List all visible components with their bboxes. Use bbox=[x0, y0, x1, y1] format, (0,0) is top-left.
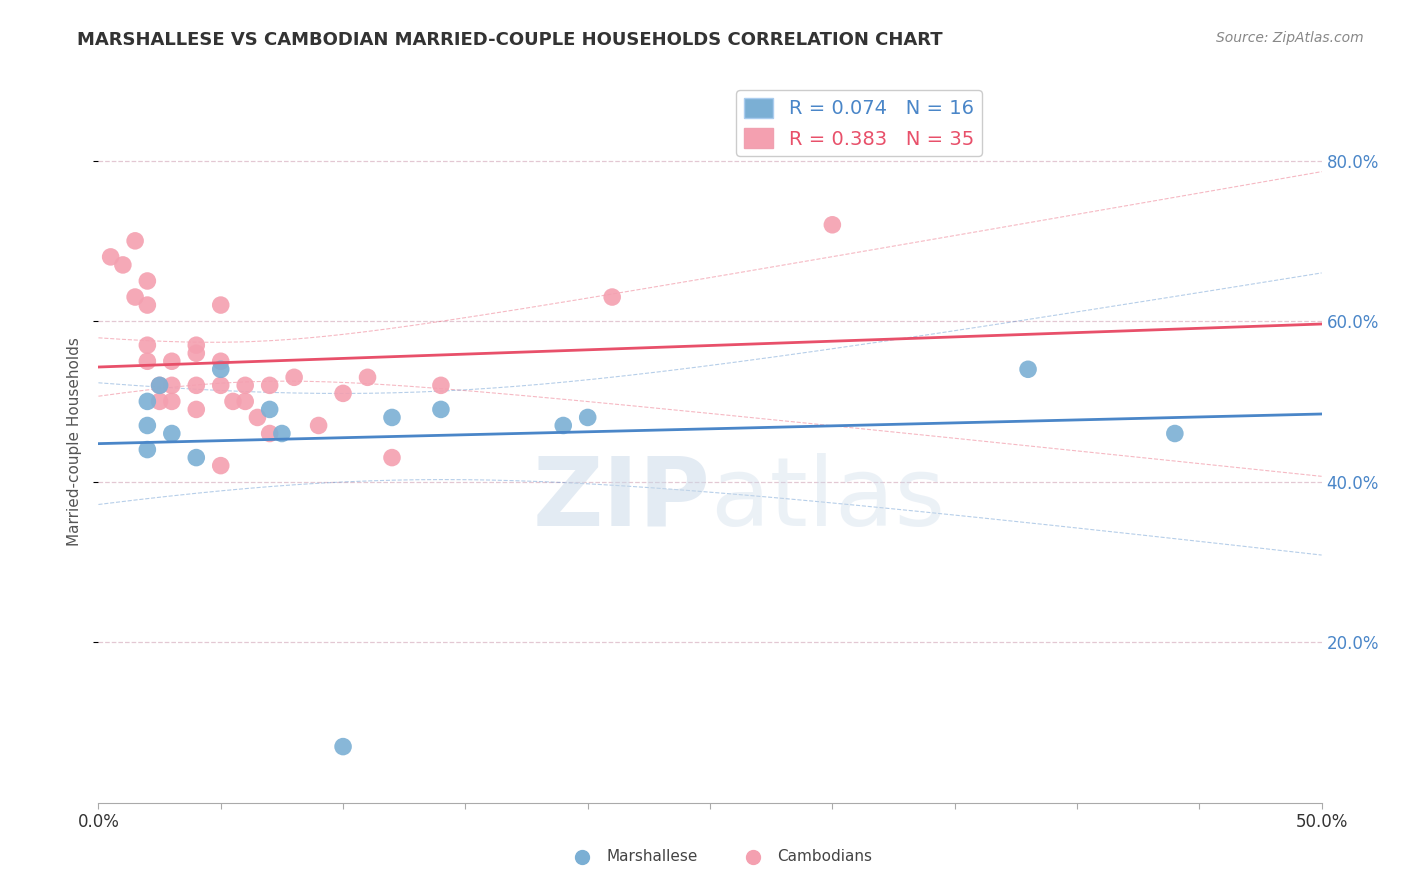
Point bbox=[222, 394, 245, 409]
Point bbox=[259, 402, 281, 417]
Text: ZIP: ZIP bbox=[531, 453, 710, 546]
Point bbox=[259, 426, 281, 441]
Text: MARSHALLESE VS CAMBODIAN MARRIED-COUPLE HOUSEHOLDS CORRELATION CHART: MARSHALLESE VS CAMBODIAN MARRIED-COUPLE … bbox=[77, 31, 943, 49]
Point bbox=[136, 274, 159, 288]
Point bbox=[136, 354, 159, 368]
Point bbox=[209, 354, 232, 368]
Point bbox=[381, 450, 404, 465]
Point bbox=[149, 394, 172, 409]
Point bbox=[270, 426, 294, 441]
Point bbox=[100, 250, 122, 264]
Y-axis label: Married-couple Households: Married-couple Households bbox=[67, 337, 83, 546]
Point bbox=[600, 290, 623, 304]
Text: atlas: atlas bbox=[710, 453, 945, 546]
Point bbox=[136, 442, 159, 457]
Point bbox=[186, 378, 208, 392]
Point bbox=[209, 362, 232, 376]
Text: Cambodians: Cambodians bbox=[778, 849, 872, 864]
Point bbox=[136, 338, 159, 352]
Point bbox=[111, 258, 134, 272]
Text: Marshallese: Marshallese bbox=[606, 849, 697, 864]
Point bbox=[259, 378, 281, 392]
Point bbox=[381, 410, 404, 425]
Point bbox=[124, 290, 146, 304]
Point bbox=[576, 410, 599, 425]
Point bbox=[209, 458, 232, 473]
Text: Source: ZipAtlas.com: Source: ZipAtlas.com bbox=[1216, 31, 1364, 45]
Point bbox=[136, 298, 159, 312]
Point bbox=[356, 370, 378, 384]
Point bbox=[233, 394, 256, 409]
Point bbox=[430, 378, 453, 392]
Point bbox=[160, 354, 183, 368]
Point bbox=[332, 739, 354, 754]
Point bbox=[149, 378, 172, 392]
Point bbox=[160, 426, 183, 441]
Point bbox=[246, 410, 269, 425]
Point bbox=[1017, 362, 1039, 376]
Point bbox=[553, 418, 575, 433]
Point bbox=[186, 338, 208, 352]
Point bbox=[209, 298, 232, 312]
Point bbox=[308, 418, 330, 433]
Point bbox=[209, 378, 232, 392]
Point bbox=[124, 234, 146, 248]
Point bbox=[430, 402, 453, 417]
Legend: R = 0.074   N = 16, R = 0.383   N = 35: R = 0.074 N = 16, R = 0.383 N = 35 bbox=[737, 90, 981, 156]
Point bbox=[821, 218, 844, 232]
Point bbox=[136, 394, 159, 409]
Point bbox=[160, 378, 183, 392]
Point bbox=[160, 394, 183, 409]
Point bbox=[233, 378, 256, 392]
Point bbox=[186, 402, 208, 417]
Point bbox=[1164, 426, 1187, 441]
Point bbox=[149, 378, 172, 392]
Point bbox=[332, 386, 354, 401]
Point bbox=[186, 450, 208, 465]
Point bbox=[136, 418, 159, 433]
Point bbox=[283, 370, 305, 384]
Point bbox=[186, 346, 208, 360]
